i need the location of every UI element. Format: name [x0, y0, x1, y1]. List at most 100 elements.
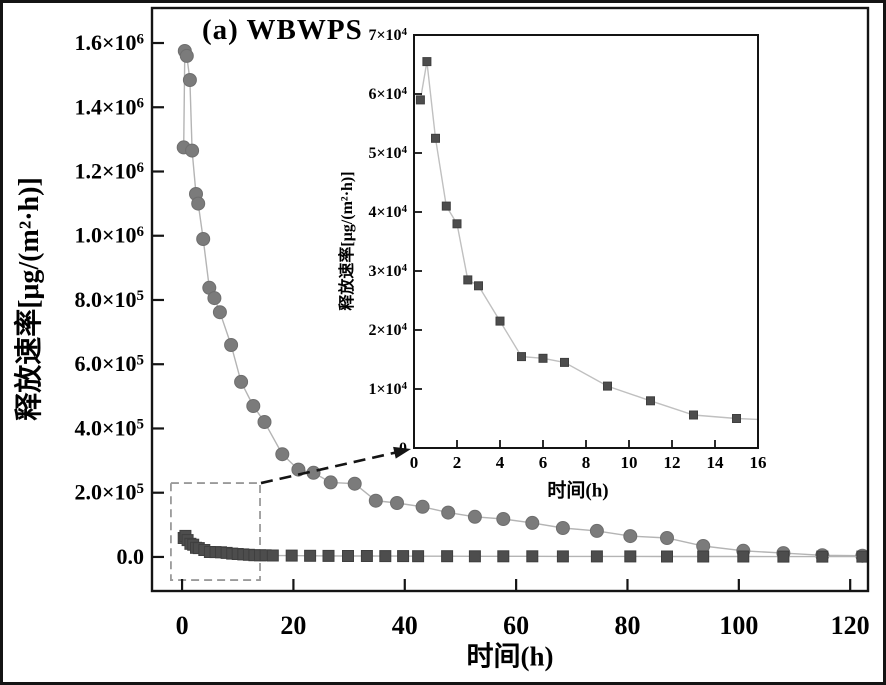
- y-tick-label: 6.0×105: [74, 351, 144, 376]
- data-point: [322, 549, 335, 562]
- y-tick-label: 7×104: [368, 26, 407, 44]
- data-point: [856, 550, 868, 563]
- data-point: [257, 415, 272, 429]
- y-tick-label: 8.0×105: [74, 287, 144, 312]
- series-line: [183, 50, 863, 557]
- main-x-axis-label: 时间(h): [466, 641, 554, 672]
- data-point: [379, 550, 392, 563]
- y-tick-label: 4×104: [368, 203, 407, 221]
- data-point: [323, 475, 338, 490]
- y-tick-label: 1×104: [368, 380, 407, 398]
- data-point: [737, 550, 750, 563]
- data-point: [275, 447, 290, 462]
- data-point: [495, 316, 505, 326]
- data-point: [191, 196, 206, 211]
- data-point: [661, 550, 673, 563]
- inset-y-axis-label: 释放速率[μg/(m²·h)]: [339, 171, 356, 311]
- x-tick-label: 2: [453, 453, 462, 472]
- y-tick-label: 3×104: [368, 262, 407, 280]
- data-point: [415, 95, 425, 105]
- data-point: [347, 476, 362, 491]
- data-point: [234, 374, 249, 389]
- data-point: [697, 550, 710, 563]
- data-point: [496, 512, 511, 526]
- data-point: [777, 550, 790, 563]
- y-tick-label: 1.4×106: [74, 94, 144, 119]
- data-point: [624, 550, 637, 563]
- data-point: [732, 414, 741, 423]
- data-point: [646, 396, 655, 406]
- x-tick-label: 0: [176, 611, 189, 640]
- x-tick-label: 8: [582, 453, 591, 472]
- inset-plot: 024681012141601×1042×1043×1044×1045×1046…: [368, 26, 784, 472]
- data-point: [266, 549, 279, 562]
- x-tick-label: 80: [614, 611, 640, 640]
- data-point: [182, 73, 197, 87]
- data-point: [415, 499, 430, 514]
- x-tick-label: 100: [719, 611, 758, 640]
- data-point: [196, 232, 211, 246]
- zoom-region-box: [170, 482, 261, 581]
- x-tick-label: 14: [707, 453, 725, 472]
- data-point: [360, 550, 373, 562]
- y-tick-label: 0.0: [117, 544, 145, 569]
- y-tick-label: 1.2×106: [74, 158, 144, 183]
- series-line: [419, 61, 758, 421]
- series-release-rate-circles: [176, 44, 868, 563]
- data-point: [342, 550, 354, 562]
- data-point: [560, 357, 569, 367]
- data-point: [467, 509, 482, 524]
- series-release-rate-squares: [177, 529, 868, 563]
- data-point: [689, 410, 698, 420]
- data-point: [179, 48, 194, 63]
- data-point: [623, 529, 638, 544]
- x-tick-label: 40: [392, 611, 418, 640]
- main-y-axis-label: 释放速率[μg/(m²·h)]: [14, 177, 45, 421]
- data-point: [776, 416, 784, 424]
- data-point: [468, 550, 481, 563]
- x-tick-label: 60: [503, 611, 529, 640]
- data-point: [463, 275, 473, 285]
- data-point: [397, 550, 410, 563]
- main-plot: 0 20 40 60 80 100 1200.02.0×1054.0×1056.0×1058…: [74, 6, 870, 640]
- y-tick-label: 1.0×106: [74, 223, 144, 248]
- x-tick-label: 4: [496, 453, 505, 472]
- data-point: [368, 493, 383, 508]
- connector-line: [260, 450, 399, 485]
- plot-frame: [413, 34, 759, 449]
- x-tick-label: 16: [750, 453, 767, 472]
- data-point: [441, 505, 456, 520]
- data-point: [224, 338, 239, 352]
- data-point: [441, 201, 451, 211]
- x-tick-label: 6: [539, 453, 548, 472]
- data-point: [517, 352, 526, 362]
- data-point: [556, 550, 569, 563]
- data-point: [431, 133, 440, 143]
- x-tick-label: 0: [410, 453, 419, 472]
- data-point: [660, 531, 674, 545]
- panel-label: (a) WBWPS: [202, 14, 363, 46]
- data-point: [603, 381, 612, 391]
- data-point: [441, 550, 454, 563]
- data-point: [497, 550, 510, 563]
- y-tick-label: 4.0×105: [74, 415, 144, 440]
- y-tick-label: 1.6×106: [74, 30, 144, 55]
- data-point: [390, 496, 404, 510]
- y-tick-label: 2×104: [368, 321, 407, 339]
- data-point: [207, 291, 222, 306]
- y-tick-label: 5×104: [368, 144, 407, 162]
- data-point: [422, 57, 432, 67]
- data-point: [474, 281, 483, 291]
- data-point: [185, 143, 200, 158]
- data-point: [412, 550, 425, 563]
- data-point: [525, 515, 540, 530]
- data-point: [526, 550, 539, 563]
- connector-arrowhead: [393, 446, 411, 459]
- data-point: [590, 550, 603, 563]
- x-tick-label: 120: [831, 611, 870, 640]
- data-point: [285, 549, 298, 562]
- x-tick-label: 12: [664, 453, 681, 472]
